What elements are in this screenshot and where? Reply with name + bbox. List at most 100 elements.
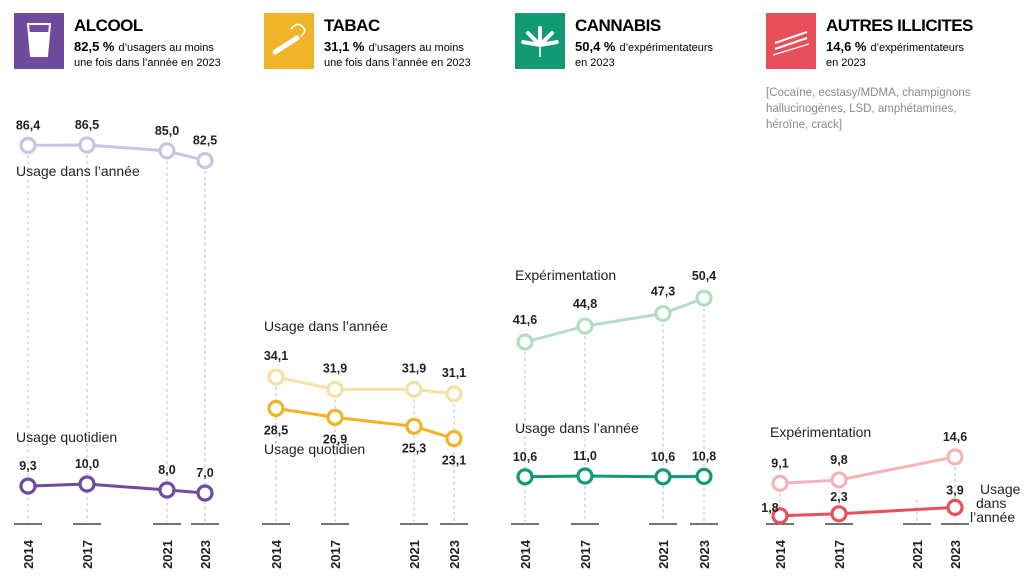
data-label: 10,6 [651,450,675,464]
data-label: 86,4 [16,118,40,132]
series-name: Usage dans l’année [515,420,639,436]
year-label: 2017 [578,540,593,569]
data-point [19,477,37,495]
data-point [405,417,423,435]
series-name: Usage dans l’année [264,318,388,334]
data-label: 7,0 [196,466,213,480]
data-point [405,380,423,398]
data-point [695,289,713,307]
data-point [267,399,285,417]
panel-desc-1: d’usagers au moins [118,42,214,54]
data-point [654,304,672,323]
data-label: 82,5 [193,134,217,148]
data-point [516,333,534,351]
glass-icon [26,23,52,57]
year-label: 2023 [198,540,213,569]
panel-stat: 50,4 % [575,39,616,54]
data-label: 9,8 [830,453,847,467]
panel-desc-1: d’usagers au moins [368,42,464,54]
year-label: 2023 [697,540,712,569]
data-point [946,498,964,516]
year-label: 2023 [948,540,963,569]
data-label: 85,0 [155,124,179,138]
data-point [771,507,789,525]
data-label: 9,3 [19,459,36,473]
data-point [771,474,789,492]
year-label: 2021 [160,540,175,569]
cigarette-icon [272,23,306,55]
data-label: 31,9 [323,361,347,375]
data-point [576,467,594,485]
data-point [830,505,848,523]
data-point [654,468,672,486]
data-point [267,368,285,386]
data-label: 14,6 [943,430,967,444]
data-point [445,430,463,448]
panel-stat: 14,6 % [826,39,867,54]
data-point [695,467,713,485]
icon-box [766,13,816,69]
data-point [830,471,848,489]
panel-note-line: héroïne, crack] [766,119,842,131]
data-point [78,475,96,493]
panel-desc-2: une fois dans l’année en 2023 [74,57,221,69]
series-line [524,474,705,479]
year-label: 2014 [269,539,284,569]
panel-stat: 31,1 % [324,39,365,54]
panel-note-line: hallucinogènes, LSD, amphétamines, [766,103,957,115]
series-name: Usage dans l’année [16,163,140,179]
series-name: Expérimentation [515,267,616,283]
data-point [326,408,344,426]
panel-desc-2: une fois dans l’année en 2023 [324,57,471,69]
data-label: 11,0 [573,449,597,463]
data-label: 50,4 [692,269,716,283]
data-label: 41,6 [513,313,537,327]
series-line [779,455,956,485]
data-label: 3,9 [946,483,963,497]
series-line [27,143,206,163]
series-line [275,406,455,441]
data-point [19,136,37,154]
panel-desc-1: d’expérimentateurs [870,42,964,54]
panel-stat: 82,5 % [74,39,115,54]
data-label: 2,3 [830,490,847,504]
data-point [445,385,463,403]
panel-cannabis: CANNABIS 50,4 % d’expérimentateurs en 2023 2… [511,13,718,569]
panel-tabac: TABAC 31,1 % d’usagers au moins une fois da… [262,13,471,569]
cannabis-leaf-icon [521,26,559,57]
year-label: 2021 [910,540,925,569]
data-point [196,152,214,170]
series-name: Usage dans l’année [970,481,1021,525]
panel-desc-1: d’expérimentateurs [619,42,713,54]
data-label: 10,8 [692,449,716,463]
year-label: 2017 [80,540,95,569]
data-label: 25,3 [402,441,426,455]
data-label: 34,1 [264,349,288,363]
panel-note-line: [Cocaïne, ecstasy/MDMA, champignons [766,87,971,99]
data-label: 31,1 [442,366,466,380]
data-point [78,136,96,154]
data-label: 26,9 [323,432,347,446]
series-name: Usage quotidien [16,429,117,445]
data-label: 10,6 [513,450,537,464]
year-label: 2014 [518,539,533,569]
data-point [196,484,214,502]
panel-title: AUTRES ILLICITES [826,16,973,35]
data-label: 8,0 [158,463,175,477]
series-line [275,375,455,396]
panel-title: CANNABIS [575,16,661,35]
panel-title: ALCOOL [74,16,143,35]
panel-autres: AUTRES ILLICITES 14,6 % d’expérimentateurs… [761,13,1021,569]
year-label: 2021 [407,540,422,569]
year-label: 2021 [656,540,671,569]
data-label: 86,5 [75,118,99,132]
year-label: 2017 [328,540,343,569]
data-label: 47,3 [651,285,675,299]
data-label: 23,1 [442,454,466,468]
year-label: 2014 [21,539,36,569]
series-line [27,482,206,495]
data-point [158,142,176,160]
data-label: 28,5 [264,423,288,437]
data-point [946,448,964,466]
